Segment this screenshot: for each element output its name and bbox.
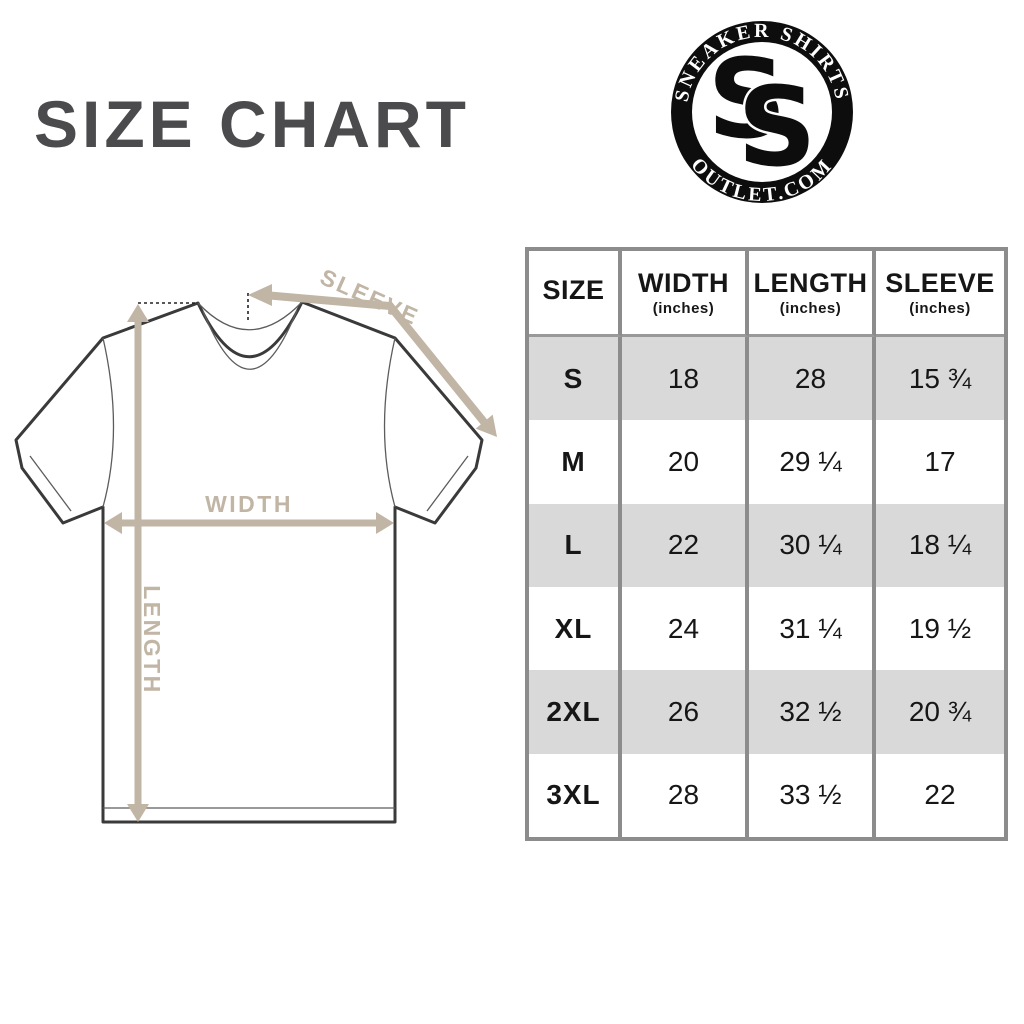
sleeve-arrow-head-end: [475, 414, 497, 437]
header-cell-width: WIDTH (inches): [622, 251, 749, 337]
monogram-s1: S: [707, 35, 786, 163]
width-label: WIDTH: [205, 491, 293, 517]
length-arrow-head-top: [127, 304, 149, 322]
tshirt-seams: [29, 301, 469, 809]
sleeve-arrow-head-left: [248, 284, 272, 306]
length-cell: 33 ½: [749, 753, 876, 837]
sleeve-cell: 18 ¼: [876, 503, 1004, 587]
measurement-arrows: [104, 284, 497, 822]
width-arrow-head-left: [104, 512, 122, 534]
sleeve-cell: 20 ¾: [876, 670, 1004, 754]
header-label: WIDTH: [638, 267, 729, 298]
logo-inner-circle: [692, 42, 832, 182]
header-sublabel: (inches): [779, 299, 842, 317]
width-cell: 24: [622, 587, 749, 671]
tshirt-measurement-diagram: WIDTH LENGTH SLEEVE: [14, 264, 497, 824]
width-arrow-shaft: [120, 519, 378, 527]
length-cell: 30 ¼: [749, 503, 876, 587]
tshirt-outline: [14, 300, 484, 824]
header-label: SLEEVE: [885, 267, 995, 298]
length-label: LENGTH: [139, 585, 165, 695]
size-cell: M: [529, 420, 622, 504]
monogram-s2: S: [737, 63, 816, 191]
sleeve-cell: 15 ¾: [876, 337, 1004, 421]
length-cell: 28: [749, 337, 876, 421]
width-cell: 22: [622, 503, 749, 587]
right-sleeve-hem: [426, 455, 469, 512]
sleeve-cell: 17: [924, 445, 956, 477]
front-collar-seam: [202, 309, 298, 370]
header-cell-size: SIZE: [529, 251, 622, 337]
width-cell: 18: [622, 337, 749, 421]
header-cell-length: LENGTH (inches): [749, 251, 876, 337]
header-sublabel: (inches): [652, 299, 715, 317]
length-cell: 29 ¼: [749, 420, 876, 504]
size-cell: S: [529, 337, 622, 421]
header-cell-sleeve: SLEEVE (inches): [876, 251, 1004, 337]
size-cell: XL: [529, 587, 622, 671]
sleeve-arrow-shaft: [263, 291, 488, 425]
page-title: SIZE CHART: [34, 87, 470, 161]
ss-monogram-icon: S S: [707, 35, 819, 194]
width-cell: 20: [622, 420, 749, 504]
header-sublabel: (inches): [909, 299, 971, 317]
width-cell: 28: [622, 753, 749, 837]
sleeve-cell: 22: [924, 779, 956, 811]
size-cell: L: [529, 503, 622, 587]
sleeve-cell: 19 ½: [908, 612, 972, 644]
left-armhole-seam: [102, 337, 115, 508]
size-table: SIZE WIDTH (inches) LENGTH (inches) SLEE…: [525, 247, 1008, 841]
length-arrow-shaft: [134, 320, 142, 806]
width-arrow-head-right: [376, 512, 394, 534]
header-label: LENGTH: [753, 267, 868, 298]
back-collar-seam: [197, 301, 303, 331]
length-cell: 31 ¼: [749, 587, 876, 671]
header-label: SIZE: [542, 275, 605, 305]
right-armhole-seam: [383, 337, 396, 508]
length-arrow-head-bottom: [127, 804, 149, 822]
brand-logo: SNEAKER SHIRTS OUTLET.COM S S: [665, 15, 859, 209]
measure-guide-lines: [138, 293, 249, 322]
left-sleeve-hem: [29, 455, 72, 512]
size-cell: 3XL: [529, 753, 622, 837]
width-cell: 26: [622, 670, 749, 754]
size-cell: 2XL: [529, 670, 622, 754]
length-cell: 32 ½: [749, 670, 876, 754]
